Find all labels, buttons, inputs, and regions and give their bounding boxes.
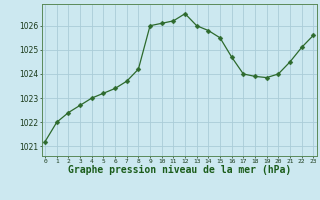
X-axis label: Graphe pression niveau de la mer (hPa): Graphe pression niveau de la mer (hPa) bbox=[68, 165, 291, 175]
